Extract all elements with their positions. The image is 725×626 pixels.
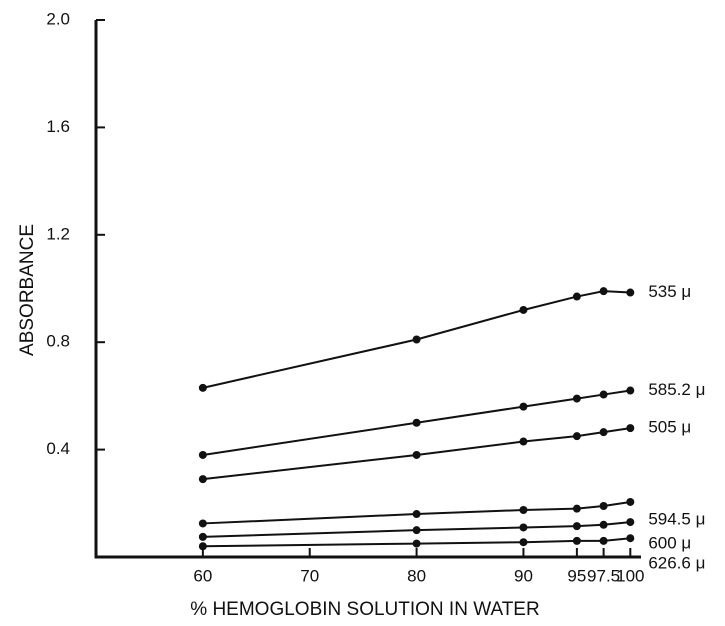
data-point bbox=[572, 292, 581, 301]
series-label: 626.6 μ bbox=[648, 554, 705, 573]
data-point bbox=[599, 501, 608, 510]
axes bbox=[94, 20, 641, 559]
y-tick-label: 0.8 bbox=[46, 332, 70, 351]
data-point bbox=[198, 475, 207, 484]
data-point bbox=[412, 450, 421, 459]
y-tick-label: 0.4 bbox=[46, 439, 70, 458]
data-point bbox=[626, 534, 635, 543]
x-tick-label: 90 bbox=[514, 566, 533, 585]
x-tick-label: 97.5 bbox=[587, 566, 620, 585]
data-point bbox=[519, 538, 528, 547]
data-point bbox=[599, 536, 608, 545]
data-point bbox=[519, 437, 528, 446]
data-point bbox=[198, 450, 207, 459]
data-point bbox=[519, 402, 528, 411]
x-tick-label: 100 bbox=[616, 566, 644, 585]
y-tick-label: 1.6 bbox=[46, 117, 70, 136]
series-label: 600 μ bbox=[648, 534, 691, 553]
x-tick-label: 95 bbox=[567, 566, 586, 585]
data-point bbox=[599, 520, 608, 529]
data-point bbox=[198, 383, 207, 392]
y-tick-label: 1.2 bbox=[46, 224, 70, 243]
series-label: 535 μ bbox=[648, 282, 691, 301]
x-tick-label: 70 bbox=[300, 566, 319, 585]
series-label: 505 μ bbox=[648, 418, 691, 437]
series-line bbox=[202, 389, 631, 456]
series-label: 594.5 μ bbox=[648, 509, 705, 528]
data-point bbox=[412, 526, 421, 535]
x-tick-label: 80 bbox=[407, 566, 426, 585]
data-point bbox=[572, 504, 581, 513]
series-line bbox=[202, 427, 631, 481]
data-point bbox=[626, 497, 635, 506]
data-point bbox=[572, 394, 581, 403]
data-point bbox=[599, 428, 608, 437]
y-axis-title: ABSORBANCE bbox=[17, 224, 38, 356]
data-point bbox=[198, 519, 207, 528]
data-point bbox=[572, 432, 581, 441]
series-line bbox=[202, 500, 631, 525]
data-point bbox=[519, 305, 528, 314]
data-point bbox=[198, 542, 207, 551]
y-tick-label: 2.0 bbox=[46, 9, 70, 28]
x-tick-label: 60 bbox=[193, 566, 212, 585]
data-point bbox=[412, 335, 421, 344]
data-point bbox=[198, 532, 207, 541]
data-point bbox=[626, 518, 635, 527]
data-point bbox=[412, 539, 421, 548]
x-axis-title: % HEMOGLOBIN SOLUTION IN WATER bbox=[190, 599, 539, 620]
series-line bbox=[202, 521, 631, 538]
data-point bbox=[519, 523, 528, 532]
data-point bbox=[599, 287, 608, 296]
data-point bbox=[626, 288, 635, 297]
data-point bbox=[519, 506, 528, 515]
data-point bbox=[599, 390, 608, 399]
series-line bbox=[202, 290, 631, 389]
data-point bbox=[412, 418, 421, 427]
data-point bbox=[572, 536, 581, 545]
data-point bbox=[572, 522, 581, 531]
data-point bbox=[626, 424, 635, 433]
data-point bbox=[412, 510, 421, 519]
series-label: 585.2 μ bbox=[648, 380, 705, 399]
series-line bbox=[202, 537, 631, 548]
data-point bbox=[626, 386, 635, 395]
